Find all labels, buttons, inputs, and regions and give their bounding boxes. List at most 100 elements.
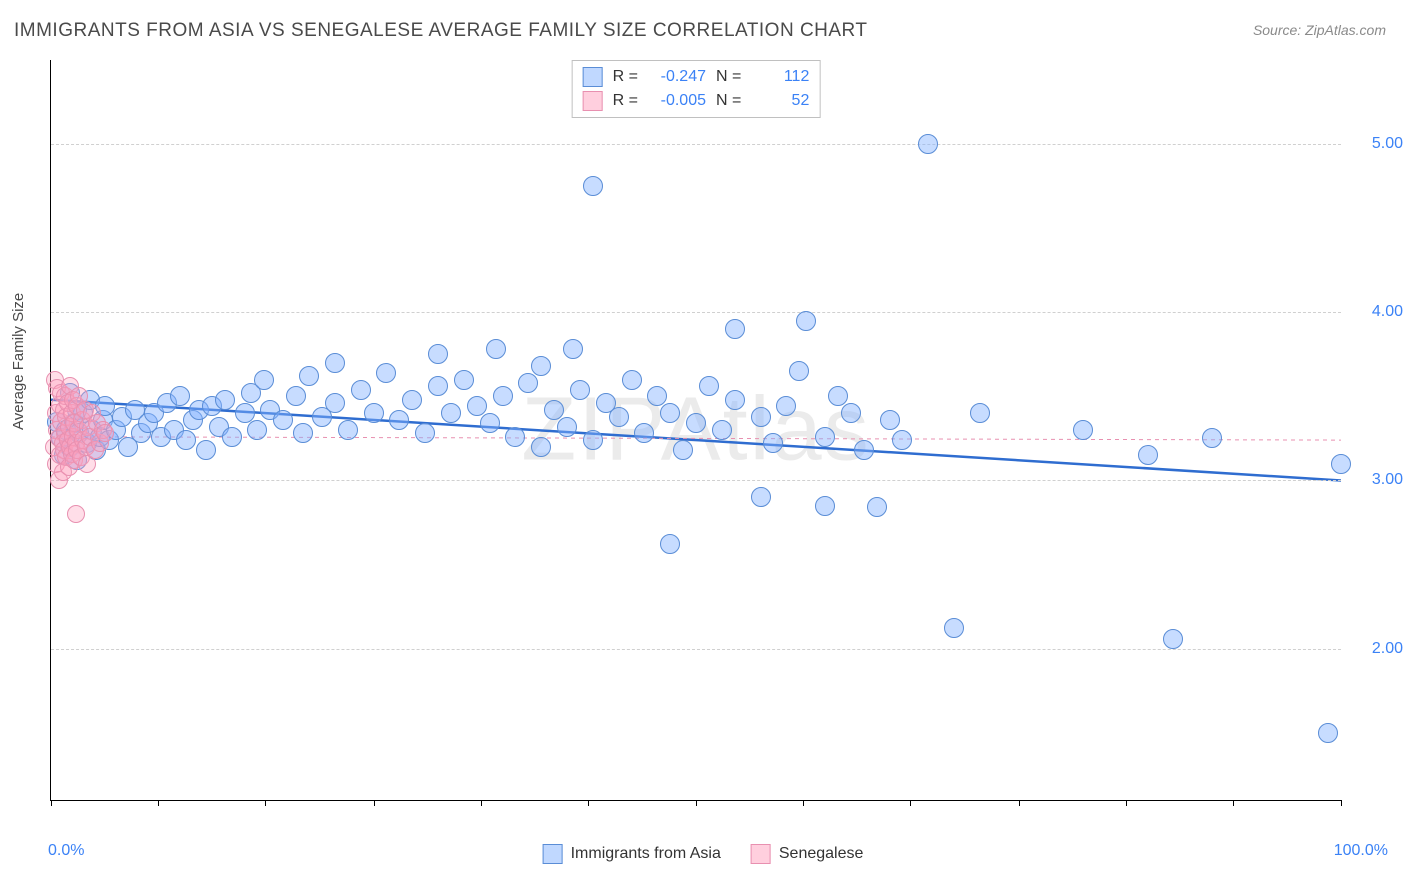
data-point	[854, 440, 874, 460]
y-tick-label: 4.00	[1353, 303, 1403, 321]
y-tick-label: 3.00	[1353, 471, 1403, 489]
data-point	[789, 361, 809, 381]
stats-legend: R = -0.247 N = 112 R = -0.005 N = 52	[572, 60, 821, 118]
n-value-1: 52	[751, 92, 809, 110]
data-point	[1163, 629, 1183, 649]
data-point	[763, 433, 783, 453]
swatch-blue-icon	[583, 67, 603, 87]
data-point	[828, 386, 848, 406]
data-point	[222, 427, 242, 447]
series-legend: Immigrants from Asia Senegalese	[543, 844, 864, 864]
n-label: N =	[716, 68, 741, 86]
data-point	[1331, 454, 1351, 474]
data-point	[712, 420, 732, 440]
swatch-blue-icon	[543, 844, 563, 864]
x-tick	[803, 800, 804, 806]
y-tick-label: 5.00	[1353, 135, 1403, 153]
data-point	[293, 423, 313, 443]
data-point	[286, 386, 306, 406]
data-point	[660, 534, 680, 554]
data-point	[351, 380, 371, 400]
data-point	[176, 430, 196, 450]
data-point	[609, 407, 629, 427]
data-point	[867, 497, 887, 517]
r-value-1: -0.005	[648, 92, 706, 110]
data-point	[531, 437, 551, 457]
data-point	[415, 423, 435, 443]
data-point	[1318, 723, 1338, 743]
data-point	[67, 505, 85, 523]
data-point	[486, 339, 506, 359]
data-point	[1202, 428, 1222, 448]
x-tick	[158, 800, 159, 806]
x-tick	[481, 800, 482, 806]
r-label: R =	[613, 68, 638, 86]
data-point	[364, 403, 384, 423]
data-point	[725, 319, 745, 339]
data-point	[273, 410, 293, 430]
y-axis-label: Average Family Size	[10, 293, 27, 430]
x-tick	[51, 800, 52, 806]
data-point	[673, 440, 693, 460]
data-point	[215, 390, 235, 410]
data-point	[583, 430, 603, 450]
x-tick	[1233, 800, 1234, 806]
data-point	[796, 311, 816, 331]
data-point	[815, 496, 835, 516]
data-point	[480, 413, 500, 433]
data-point	[557, 417, 577, 437]
data-point	[563, 339, 583, 359]
x-start-label: 0.0%	[48, 842, 84, 860]
data-point	[467, 396, 487, 416]
r-label: R =	[613, 92, 638, 110]
plot-area: ZIPAtlas R = -0.247 N = 112 R = -0.005 N…	[50, 60, 1341, 801]
data-point	[376, 363, 396, 383]
data-point	[196, 440, 216, 460]
data-point	[570, 380, 590, 400]
gridline	[51, 480, 1341, 481]
data-point	[325, 393, 345, 413]
source-label: Source: ZipAtlas.com	[1253, 22, 1386, 38]
data-point	[96, 424, 114, 442]
data-point	[493, 386, 513, 406]
data-point	[325, 353, 345, 373]
data-point	[751, 407, 771, 427]
data-point	[389, 410, 409, 430]
legend-item-0: Immigrants from Asia	[571, 845, 721, 863]
data-point	[1073, 420, 1093, 440]
x-tick	[1126, 800, 1127, 806]
r-value-0: -0.247	[648, 68, 706, 86]
swatch-pink-icon	[751, 844, 771, 864]
data-point	[170, 386, 190, 406]
x-tick	[696, 800, 697, 806]
data-point	[776, 396, 796, 416]
data-point	[338, 420, 358, 440]
data-point	[1138, 445, 1158, 465]
n-value-0: 112	[751, 68, 809, 86]
data-point	[918, 134, 938, 154]
swatch-pink-icon	[583, 91, 603, 111]
data-point	[428, 376, 448, 396]
data-point	[299, 366, 319, 386]
data-point	[235, 403, 255, 423]
data-point	[970, 403, 990, 423]
data-point	[880, 410, 900, 430]
data-point	[254, 370, 274, 390]
data-point	[686, 413, 706, 433]
x-tick	[265, 800, 266, 806]
data-point	[892, 430, 912, 450]
data-point	[518, 373, 538, 393]
n-label: N =	[716, 92, 741, 110]
gridline	[51, 144, 1341, 145]
data-point	[505, 427, 525, 447]
data-point	[441, 403, 461, 423]
y-tick-label: 2.00	[1353, 640, 1403, 658]
x-tick	[1341, 800, 1342, 806]
data-point	[699, 376, 719, 396]
x-tick	[374, 800, 375, 806]
x-tick	[910, 800, 911, 806]
x-tick	[588, 800, 589, 806]
data-point	[751, 487, 771, 507]
data-point	[531, 356, 551, 376]
legend-item-1: Senegalese	[779, 845, 864, 863]
